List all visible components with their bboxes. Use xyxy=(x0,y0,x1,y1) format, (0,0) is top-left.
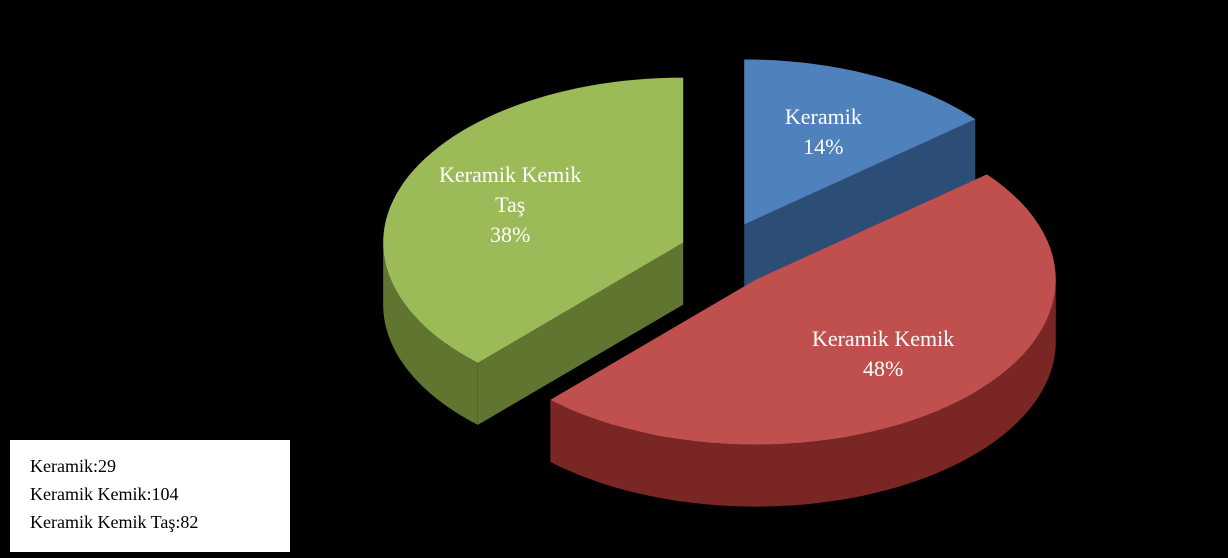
slice-radial-face xyxy=(744,119,976,287)
slice xyxy=(744,59,976,225)
slice-value: 48% xyxy=(862,356,904,382)
count-line: Keramik Kemik Taş:82 xyxy=(30,512,199,532)
slice-side xyxy=(550,279,1056,507)
slice-category: Keramik Kemik Taş xyxy=(439,161,582,217)
slice xyxy=(383,77,684,363)
slice-label: Keramik 14% xyxy=(738,102,908,162)
slice-label: Keramik Kemik Taş 38% xyxy=(425,160,595,250)
slice-radial-face xyxy=(477,242,684,425)
count-line: Keramik:29 xyxy=(30,456,116,476)
slice xyxy=(550,174,1056,445)
slice-value: 14% xyxy=(803,133,844,159)
slice-category: Keramik xyxy=(784,103,862,129)
slice-side xyxy=(383,242,478,425)
counts-box: Keramik:29 Keramik Kemik:104 Keramik Kem… xyxy=(10,440,290,552)
slice-label: Keramik Kemik 48% xyxy=(798,324,968,384)
slice-category: Keramik Kemik xyxy=(811,326,955,352)
count-line: Keramik Kemik:104 xyxy=(30,484,179,504)
slice-value: 38% xyxy=(490,221,531,247)
